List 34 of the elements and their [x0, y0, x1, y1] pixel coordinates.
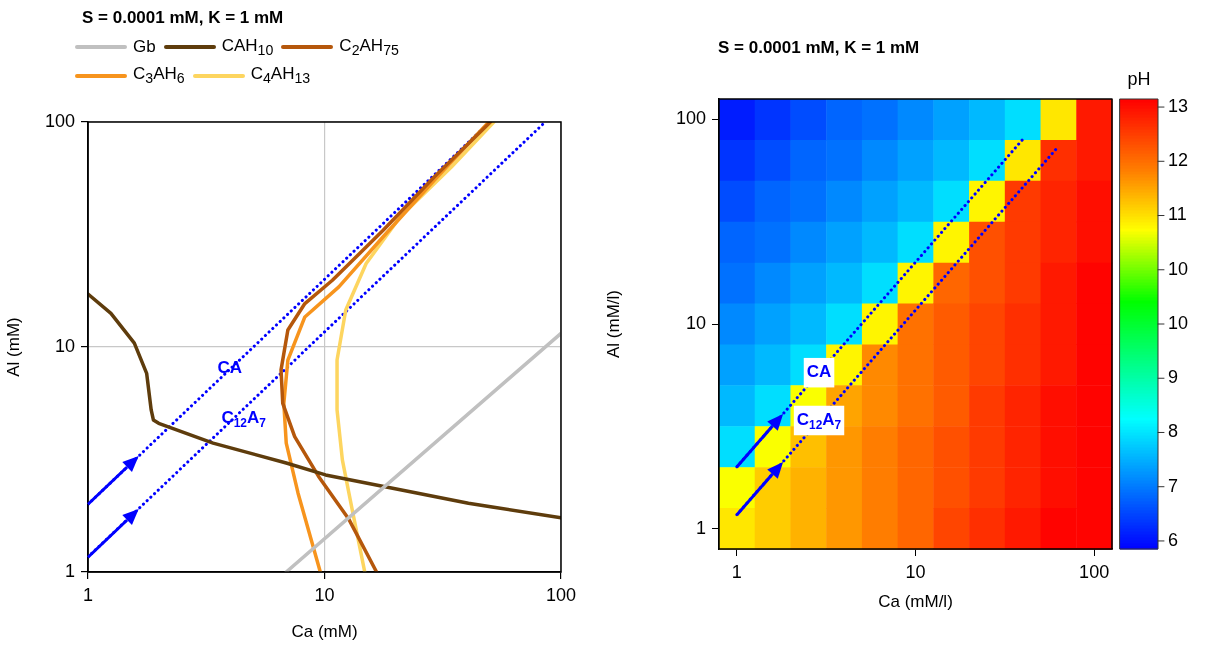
- color-bar-label: 7: [1168, 475, 1179, 496]
- legend-label: C$_{2}$AH$_{75}$: [339, 36, 399, 59]
- y-tick-label: 10: [54, 335, 75, 356]
- annotation: CA: [806, 362, 832, 382]
- color-bar-label: 13: [1168, 96, 1189, 117]
- legend-label: C$_{3}$AH$_{6}$: [133, 64, 185, 87]
- color-bar-title: pH: [1127, 68, 1151, 89]
- x-tick-label: 10: [314, 584, 335, 605]
- x-tick-label: 1: [82, 584, 94, 605]
- color-bar-label: 11: [1168, 204, 1187, 225]
- x-tick-label: 100: [545, 584, 577, 605]
- color-bar-label: 6: [1168, 529, 1179, 550]
- chart-title: S = 0.0001 mM, K = 1 mM: [82, 8, 284, 28]
- legend-label: Gb: [133, 37, 156, 58]
- color-bar-label: 10: [1168, 258, 1189, 279]
- color-bar-label: 9: [1168, 367, 1179, 388]
- chart-title: S = 0.0001 mM, K = 1 mM: [718, 38, 920, 58]
- y-tick-label: 100: [44, 110, 75, 131]
- y-axis-title: Al (mM/l): [603, 290, 623, 358]
- color-bar-label: 8: [1168, 421, 1179, 442]
- legend-label: C$_{4}$AH$_{13}$: [250, 64, 311, 87]
- x-tick-label: 1: [731, 561, 742, 582]
- x-axis-title: Ca (mM): [291, 622, 358, 642]
- y-tick-label: 10: [685, 312, 706, 333]
- x-axis-title: Ca (mM/l): [878, 592, 953, 612]
- legend-label: CAH$_{10}$: [221, 36, 274, 59]
- annotation: CA: [217, 358, 243, 377]
- y-tick-label: 100: [675, 108, 706, 129]
- color-bar-label: 12: [1168, 150, 1189, 171]
- x-tick-label: 10: [905, 561, 926, 582]
- y-axis-title: Al (mM): [3, 317, 23, 377]
- color-bar-label: 10: [1168, 312, 1189, 333]
- x-tick-label: 100: [1079, 561, 1110, 582]
- y-tick-label: 1: [695, 517, 706, 538]
